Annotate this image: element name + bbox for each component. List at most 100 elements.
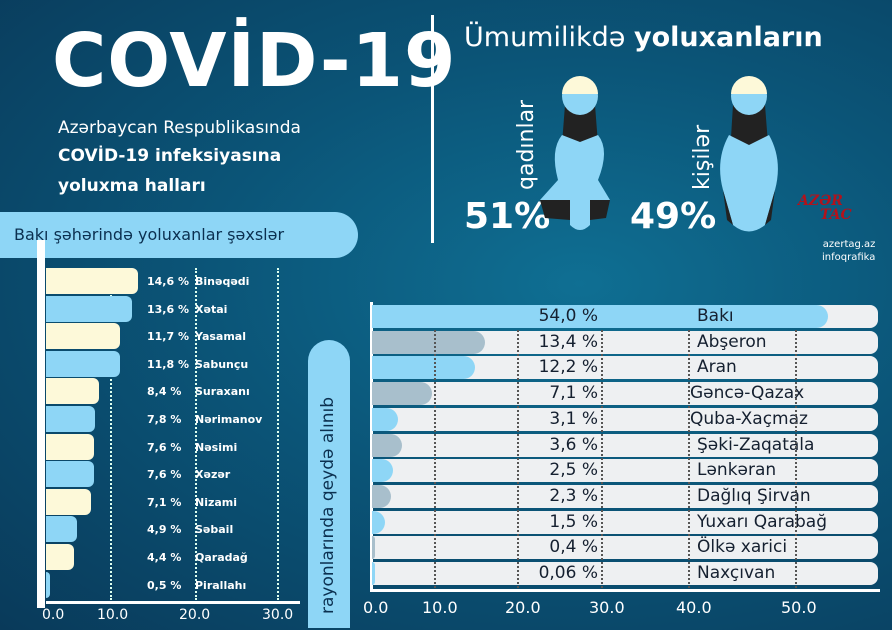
category-label: Dağlıq Şirvan xyxy=(697,485,811,506)
row-background xyxy=(372,484,878,508)
category-label: Yasamal xyxy=(195,330,247,344)
row-background xyxy=(372,562,878,585)
category-label: Nizami xyxy=(195,495,238,509)
gridline xyxy=(110,268,112,600)
bar-value-label: 0,5 % xyxy=(147,578,182,592)
women-label: qadınlar xyxy=(514,99,539,190)
category-label: Sabunçu xyxy=(195,357,249,371)
x-tick-label: 40.0 xyxy=(676,598,712,617)
subtitle-line1: Azərbaycan Respublikasında xyxy=(58,118,301,138)
azertac-logo: AZƏR TAC xyxy=(798,193,852,223)
row-background xyxy=(372,330,878,354)
bar-value-label: 13,4 % xyxy=(538,331,598,352)
bar-value-label: 7,1 % xyxy=(147,495,182,509)
category-label: Şəki-Zaqatala xyxy=(697,434,815,455)
subtitle-line3: yoluxma halları xyxy=(58,176,206,196)
gridline xyxy=(795,330,797,588)
row-background xyxy=(372,510,878,534)
category-label: Bakı xyxy=(697,306,734,326)
row-background xyxy=(372,536,878,560)
bar-value-label: 12,2 % xyxy=(538,357,598,378)
category-label: Naxçıvan xyxy=(697,563,776,583)
men-label: kişilər xyxy=(690,124,715,190)
bar xyxy=(372,562,375,585)
x-tick-label: 30.0 xyxy=(589,598,625,617)
bar-value-label: 2,5 % xyxy=(549,460,598,481)
x-tick-label: 30.0 xyxy=(262,607,294,623)
category-label: Nərimanov xyxy=(195,413,263,426)
bar xyxy=(46,433,94,460)
category-label: Xəzər xyxy=(195,468,231,482)
bar-value-label: 2,3 % xyxy=(549,485,598,506)
regions-label: rayonlarında qeydə alınıb xyxy=(318,397,338,614)
row-background xyxy=(372,433,878,457)
gridline xyxy=(277,268,279,600)
bar xyxy=(372,484,392,508)
gridline xyxy=(601,330,603,588)
row-background xyxy=(372,382,878,406)
row-background xyxy=(372,459,878,483)
bar-value-label: 0,4 % xyxy=(549,537,598,558)
baku-label: Bakı şəhərində yoluxanlar şəxslər xyxy=(0,212,358,258)
man-figure-icon xyxy=(720,76,778,232)
bar xyxy=(46,488,91,515)
bar xyxy=(46,268,138,294)
bar-value-label: 3,1 % xyxy=(549,408,598,429)
bar-value-label: 4,4 % xyxy=(147,551,182,564)
gender-title: Ümumilikdə yoluxanların xyxy=(464,22,823,53)
site-caption: infoqrafika xyxy=(822,252,876,263)
x-tick-label: 50.0 xyxy=(781,598,817,617)
category-label: Nəsimi xyxy=(195,440,238,454)
bar-value-label: 8,4 % xyxy=(147,385,182,399)
bar xyxy=(46,323,120,350)
bar xyxy=(372,330,486,354)
gridline xyxy=(688,330,690,588)
category-label: Yuxarı Qarabağ xyxy=(697,511,828,532)
x-tick-label: 20.0 xyxy=(179,607,211,623)
category-label: Lənkəran xyxy=(697,460,777,481)
bar xyxy=(372,510,385,534)
right-y-axis xyxy=(370,302,373,592)
bar xyxy=(46,544,74,570)
x-tick-label: 10.0 xyxy=(97,607,129,623)
bar-value-label: 14,6 % xyxy=(147,275,189,288)
left-accent-line xyxy=(37,240,45,608)
row-background xyxy=(372,407,878,431)
bar-value-label: 3,6 % xyxy=(549,434,598,455)
main-title: COVİD-19 xyxy=(52,18,457,104)
divider xyxy=(431,15,434,243)
bar-value-label: 1,5 % xyxy=(549,511,598,532)
row-background xyxy=(372,356,878,380)
bar xyxy=(46,295,132,322)
men-percent: 49% xyxy=(630,196,717,237)
category-label: Səbail xyxy=(195,523,234,537)
bar xyxy=(372,459,394,483)
gridline xyxy=(195,268,197,600)
bar xyxy=(372,356,476,380)
gridline xyxy=(434,330,436,588)
bar xyxy=(372,536,376,560)
category-label: Gəncə-Qazax xyxy=(690,383,805,404)
category-label: Suraxanı xyxy=(195,385,250,399)
bar xyxy=(372,382,432,406)
bar xyxy=(46,516,77,543)
bar-value-label: 11,7 % xyxy=(147,330,189,344)
category-label: Pirallahı xyxy=(195,578,247,592)
bar-value-label: 7,1 % xyxy=(549,383,598,404)
bar xyxy=(46,378,99,405)
bar-value-label: 54,0 % xyxy=(538,306,598,326)
x-tick-label: 0.0 xyxy=(42,607,65,623)
site-credit: azertag.az infoqrafika xyxy=(822,238,875,264)
bar xyxy=(372,433,403,457)
bar-value-label: 0,06 % xyxy=(538,563,598,583)
bar-value-label: 13,6 % xyxy=(147,302,189,316)
site-url: azertag.az xyxy=(822,239,876,250)
category-label: Quba-Xaçmaz xyxy=(690,408,808,429)
women-percent: 51% xyxy=(464,196,551,237)
bar xyxy=(46,350,121,377)
regions-label-pill: rayonlarında qeydə alınıb xyxy=(308,340,350,628)
category-label: Aran xyxy=(697,357,737,378)
x-tick-label: 0.0 xyxy=(363,598,389,617)
bar xyxy=(46,571,50,598)
category-label: Xətai xyxy=(195,302,228,316)
